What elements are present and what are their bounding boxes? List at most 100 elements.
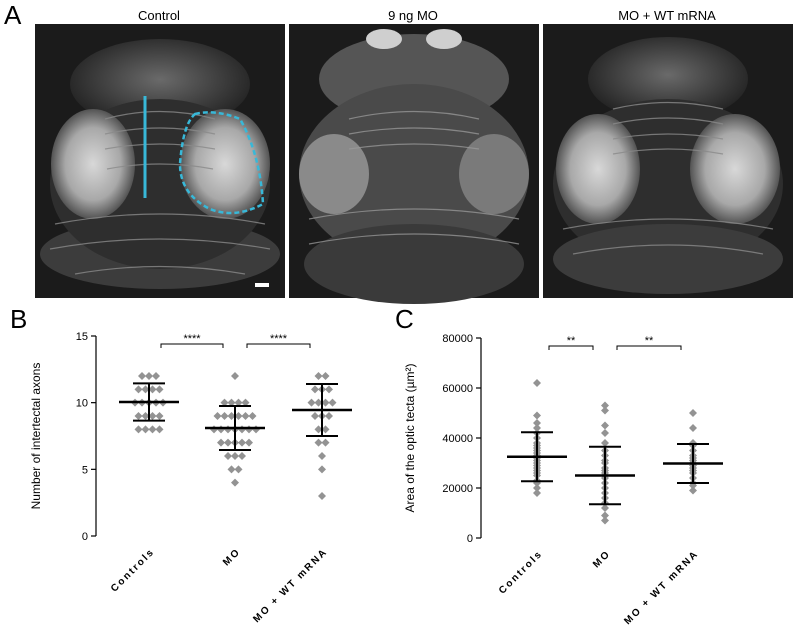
data-point [231, 372, 239, 380]
significance-label: ** [567, 335, 576, 347]
data-point [601, 401, 609, 410]
data-point [141, 385, 150, 394]
significance-label: **** [183, 333, 201, 345]
data-point [325, 412, 333, 420]
data-point [321, 438, 330, 447]
data-point [155, 425, 164, 434]
data-point [224, 425, 232, 434]
data-point [141, 412, 150, 420]
micrograph-rescue [543, 24, 793, 298]
significance-bracket [160, 343, 224, 348]
data-point [210, 425, 218, 434]
data-point [533, 424, 541, 432]
category-label: Controls [497, 548, 545, 596]
image-title-rescue: MO + WT mRNA [618, 8, 716, 23]
data-point [238, 438, 246, 447]
data-point [134, 385, 143, 394]
data-point [325, 385, 333, 394]
y-tick-label: 0 [82, 531, 88, 543]
data-point [314, 438, 323, 447]
data-point [217, 438, 225, 447]
data-point [601, 516, 609, 525]
data-point [227, 465, 236, 474]
panel-letter-c: C [395, 304, 414, 334]
data-point [533, 411, 541, 420]
y-axis-label: Area of the optic tecta (µm²) [403, 364, 417, 513]
data-point [138, 372, 146, 380]
chart-optic-tecta-area: 0 20000 40000 60000 80000 Area of the optic t… [403, 333, 723, 627]
data-point [689, 424, 697, 432]
y-tick-label: 15 [76, 331, 88, 343]
data-point [213, 412, 222, 420]
data-point [601, 439, 609, 447]
panel-letter-a: A [4, 0, 22, 30]
data-point [321, 425, 330, 434]
y-tick-label: 0 [467, 533, 473, 545]
data-point [311, 412, 319, 420]
image-title-mo: 9 ng MO [388, 8, 438, 23]
data-point [533, 419, 541, 427]
data-point [314, 425, 323, 434]
data-point [318, 492, 326, 500]
category-label: MO + WT mRNA [251, 546, 330, 625]
micrograph-control [35, 24, 285, 298]
data-point [224, 438, 232, 447]
data-point [533, 379, 541, 387]
significance-label: **** [270, 333, 288, 345]
data-point [238, 425, 246, 434]
data-point [533, 484, 541, 492]
category-label: MO [221, 546, 243, 568]
panel-letter-b: B [10, 304, 28, 334]
data-point [314, 398, 323, 407]
category-label: MO [591, 548, 613, 570]
significance-label: ** [645, 335, 654, 347]
data-point [234, 398, 243, 407]
data-point [314, 372, 323, 380]
data-point [321, 372, 330, 380]
data-point [245, 425, 253, 434]
chart-intertectal-axons: 0 5 10 15 Number of intertectal axons Control… [29, 331, 352, 625]
data-point [689, 486, 697, 495]
data-point [155, 385, 164, 394]
data-point [152, 372, 160, 380]
significance-bracket [616, 345, 682, 350]
significance-bracket [246, 343, 311, 348]
data-point [148, 385, 157, 394]
data-point [252, 425, 260, 434]
y-tick-label: 10 [76, 398, 88, 410]
data-point [231, 478, 239, 487]
scale-bar [255, 283, 269, 287]
data-point [220, 398, 229, 407]
data-point [321, 398, 330, 407]
data-point [224, 452, 232, 460]
data-point [155, 412, 164, 420]
category-label: Controls [109, 546, 157, 594]
data-point [241, 412, 250, 420]
data-point [601, 421, 609, 430]
data-point [311, 385, 319, 394]
y-tick-label: 20000 [442, 483, 473, 495]
data-point [328, 398, 337, 407]
data-point [318, 465, 326, 474]
data-point [227, 398, 236, 407]
data-point [141, 425, 150, 434]
data-point [234, 465, 243, 474]
data-point [601, 429, 609, 437]
data-point [241, 398, 250, 407]
data-point [231, 452, 239, 460]
image-title-control: Control [138, 8, 180, 23]
data-point [601, 504, 609, 512]
data-point [148, 412, 157, 420]
data-point [234, 412, 243, 420]
data-point [145, 372, 153, 380]
y-axis-label: Number of intertectal axons [29, 363, 43, 510]
y-tick-label: 80000 [442, 333, 473, 345]
data-point [601, 511, 609, 520]
data-point [220, 412, 229, 420]
data-point [217, 425, 225, 434]
data-point [689, 409, 697, 417]
micrograph-mo [289, 24, 539, 304]
data-point [238, 452, 246, 460]
y-tick-label: 5 [82, 464, 88, 476]
data-point [227, 412, 236, 420]
